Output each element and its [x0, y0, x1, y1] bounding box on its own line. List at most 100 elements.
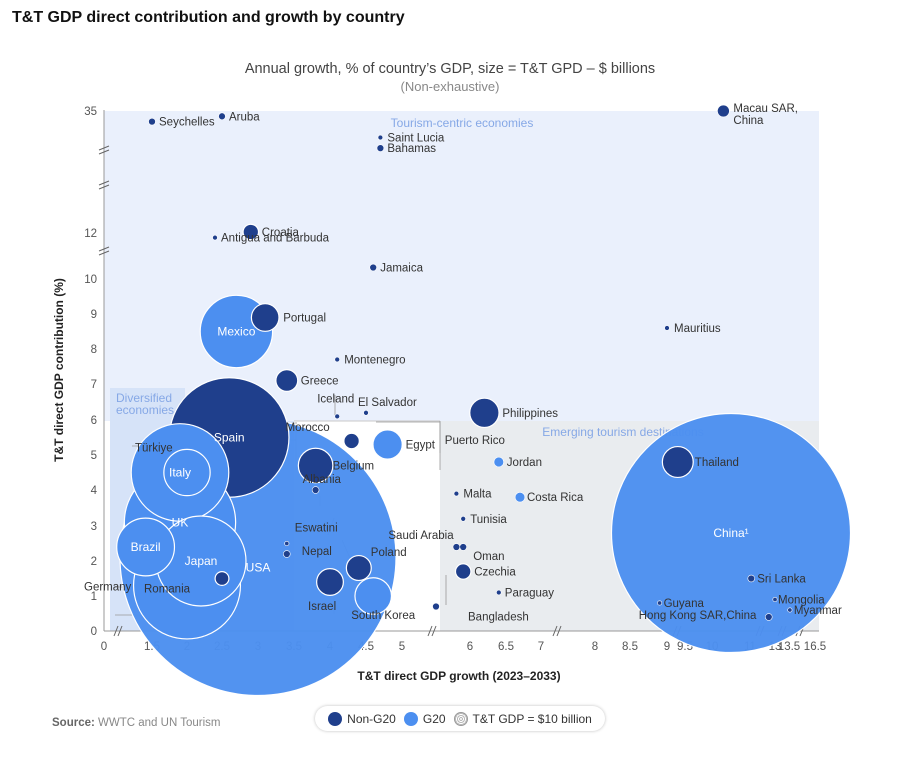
point-label: Saudi Arabia [388, 530, 454, 542]
chart-subtitle-note: (Non-exhaustive) [400, 79, 500, 94]
bubble-saudi-arabia [452, 543, 461, 551]
point-label: Costa Rica [527, 492, 584, 504]
x-axis-break [552, 625, 562, 637]
point-label: Spain [214, 431, 245, 445]
bubble-seychelles [148, 117, 156, 126]
bubble-poland [345, 554, 372, 582]
point-label: Puerto Rico [445, 435, 505, 447]
point-label: Mexico [217, 325, 255, 339]
y-tick-label: 9 [91, 309, 97, 321]
source-note: Source: WWTC and UN Tourism [52, 717, 221, 729]
x-tick-label: 0 [101, 641, 107, 653]
point-label: Bangladesh [468, 612, 529, 624]
bubble-eswatini [284, 540, 290, 546]
bubble-guyana [657, 600, 663, 606]
point-label: El Salvador [358, 397, 417, 409]
point-label: Mongolia [778, 595, 825, 607]
bubble-belgium [297, 447, 334, 484]
bubble-oman [459, 543, 467, 551]
point-label: Antigua and Barbuda [221, 233, 330, 245]
bubble-czechia [454, 563, 472, 580]
point-label: Brazil [131, 540, 161, 554]
bubble-greece [275, 368, 299, 393]
point-label: Israel [308, 601, 336, 613]
point-label: Montenegro [344, 355, 405, 367]
point-label: Nepal [302, 546, 332, 558]
point-label: Czechia [474, 567, 516, 579]
point-label: Romania [144, 584, 191, 596]
x-axis-break [427, 625, 437, 637]
point-label: Oman [473, 551, 504, 563]
chart-title: T&T GDP direct contribution and growth b… [12, 9, 405, 26]
leader-line [376, 421, 441, 470]
bubble-hong-kong-sar-china [764, 613, 773, 621]
x-tick-label: 5 [399, 641, 405, 653]
point-label: Macau SAR, [733, 103, 798, 115]
zone-tourism [104, 111, 819, 421]
bubble-myanmar [787, 607, 793, 613]
point-label: Croatia [262, 227, 300, 239]
bubble-philippines [469, 397, 500, 429]
bubble-iceland [334, 413, 340, 420]
point-label: Hong Kong SAR,China [639, 610, 757, 622]
legend-size-swatch [453, 711, 468, 726]
point-label: Greece [301, 376, 339, 388]
point-label: China [733, 115, 764, 127]
legend-item-non-g20: Non-G20 [328, 711, 396, 726]
bubble-israel [316, 568, 344, 596]
source-label: Source: [52, 717, 95, 729]
legend: Non-G20 G20 T&T GDP = $10 billion [315, 706, 605, 731]
point-label: Seychelles [159, 117, 215, 129]
point-label: Tunisia [470, 514, 507, 526]
point-label: Jordan [507, 457, 542, 469]
bubble-jamaica [369, 263, 377, 272]
point-label: Belgium [333, 461, 375, 473]
x-tick-label: 16.5 [804, 641, 826, 653]
point-label: China¹ [713, 526, 748, 540]
bubble-mongolia [772, 596, 778, 602]
bubble-romania [214, 570, 230, 586]
y-tick-label: 5 [91, 450, 97, 462]
point-label: Japan [185, 554, 218, 568]
zone-label-tourism: Tourism-centric economies [391, 116, 534, 130]
legend-label-size: T&T GDP = $10 billion [472, 711, 592, 726]
y-tick-label: 0 [91, 626, 97, 638]
y-tick-label: 7 [91, 379, 97, 391]
point-label: Bahamas [387, 143, 436, 155]
chart-subtitle: Annual growth, % of country’s GDP, size … [244, 61, 656, 77]
bubble-el-salvador [363, 410, 369, 416]
point-label: Philippines [502, 408, 558, 420]
point-label: Germany [84, 582, 132, 594]
bubble-macau-sar-china [717, 104, 730, 118]
bubble-sri-lanka [747, 574, 755, 583]
x-tick-label: 9 [664, 641, 670, 653]
bubble-portugal [250, 303, 280, 332]
legend-label-non-g20: Non-G20 [347, 711, 396, 726]
bubble-bahamas [376, 144, 385, 152]
point-label: Italy [169, 466, 191, 480]
point-label: Poland [371, 547, 407, 559]
x-axis-label: T&T direct GDP growth (2023–2033) [357, 669, 560, 683]
point-label: Sri Lanka [757, 574, 806, 586]
x-axis-break [113, 625, 123, 637]
zone-label-diversified-2: economies [116, 403, 174, 417]
point-label: UK [172, 515, 189, 529]
source-text: WWTC and UN Tourism [98, 717, 221, 729]
point-label: Eswatini [295, 523, 338, 535]
bubble-tunisia [460, 516, 466, 522]
point-label: Aruba [229, 111, 260, 123]
legend-swatch-non-g20 [328, 711, 343, 726]
y-axis-breaks [98, 145, 110, 256]
point-label: Guyana [664, 598, 705, 610]
x-tick-label: 8.5 [622, 641, 638, 653]
bubble-saint-lucia [377, 134, 384, 141]
point-label: Egypt [406, 440, 436, 452]
point-label: Albania [303, 474, 342, 486]
point-label: Mauritius [674, 323, 721, 335]
y-tick-label: 35 [84, 106, 97, 118]
bubble-albania [311, 486, 320, 494]
bubble-morocco [343, 432, 360, 450]
bubble-nepal [283, 550, 291, 558]
bubble-paraguay [496, 589, 502, 596]
